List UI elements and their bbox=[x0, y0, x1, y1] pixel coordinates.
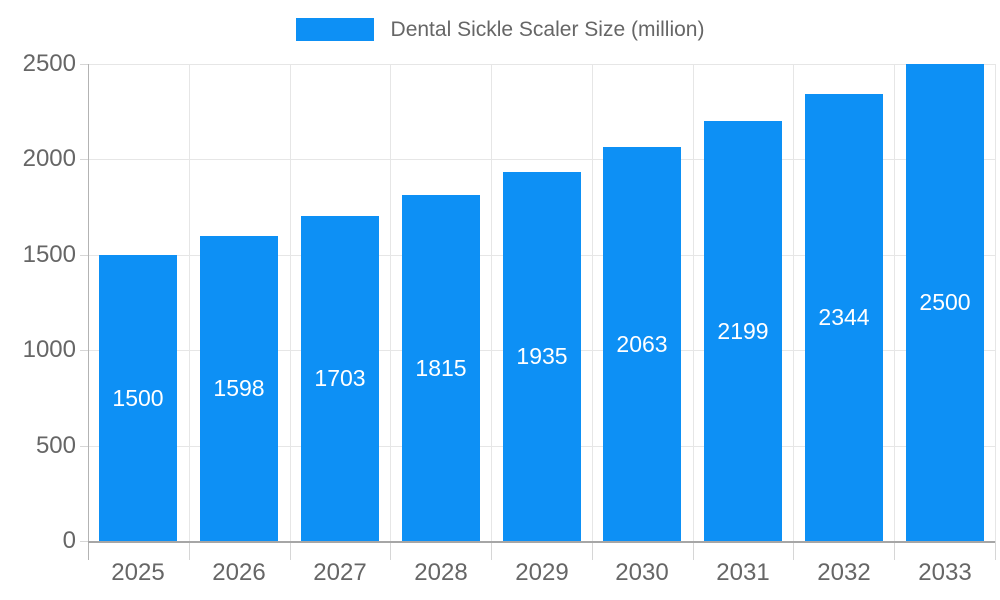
x-axis-label: 2031 bbox=[716, 559, 770, 586]
x-axis-label: 2027 bbox=[313, 559, 367, 586]
bar-value-label: 2199 bbox=[717, 317, 769, 344]
bar-value-label: 2063 bbox=[616, 330, 668, 357]
bar-value-label: 2344 bbox=[818, 304, 870, 330]
y-axis-label: 2500 bbox=[22, 50, 76, 77]
gridline-v bbox=[793, 64, 794, 541]
x-axis-label: 2032 bbox=[817, 559, 871, 586]
x-axis-label: 2028 bbox=[414, 559, 468, 586]
x-axis-label: 2030 bbox=[615, 559, 669, 586]
gridline-v bbox=[491, 64, 492, 541]
x-axis-label: 2025 bbox=[111, 559, 165, 586]
bar[interactable]: 2199 bbox=[704, 121, 782, 541]
gridline-v bbox=[189, 64, 190, 541]
bar[interactable]: 1500 bbox=[99, 255, 177, 541]
y-tick bbox=[80, 255, 88, 256]
legend[interactable]: Dental Sickle Scaler Size (million) bbox=[0, 18, 1000, 41]
bar-value-label: 1815 bbox=[415, 354, 467, 381]
bar-value-label: 2500 bbox=[919, 289, 971, 315]
bar[interactable]: 2500 bbox=[906, 64, 984, 541]
bar-value-label: 1703 bbox=[314, 365, 366, 391]
bar-value-label: 1500 bbox=[112, 384, 164, 411]
y-axis-label: 1000 bbox=[22, 336, 76, 363]
y-axis-line bbox=[88, 64, 89, 560]
x-tick bbox=[290, 541, 291, 560]
y-axis-label: 2000 bbox=[22, 145, 76, 172]
gridline-h bbox=[88, 159, 995, 160]
y-axis-label: 0 bbox=[62, 527, 76, 554]
bar[interactable]: 2063 bbox=[603, 147, 681, 541]
legend-swatch bbox=[295, 18, 374, 41]
gridline-v bbox=[894, 64, 895, 541]
x-axis-line bbox=[88, 541, 995, 543]
y-tick bbox=[80, 159, 88, 160]
bar-value-label: 1598 bbox=[213, 375, 265, 401]
x-tick bbox=[390, 541, 391, 560]
gridline-v bbox=[693, 64, 694, 541]
y-tick bbox=[80, 350, 88, 351]
legend-label: Dental Sickle Scaler Size (million) bbox=[390, 18, 705, 41]
gridline-v bbox=[995, 64, 996, 541]
y-axis-label: 500 bbox=[35, 432, 76, 459]
bar-value-label: 1935 bbox=[516, 343, 568, 369]
gridline-h bbox=[88, 64, 995, 65]
x-axis-label: 2029 bbox=[515, 559, 569, 586]
bar[interactable]: 1598 bbox=[200, 236, 278, 541]
x-tick bbox=[592, 541, 593, 560]
x-tick bbox=[491, 541, 492, 560]
x-tick bbox=[995, 541, 996, 560]
bar[interactable]: 1815 bbox=[402, 195, 480, 541]
y-axis-label: 1500 bbox=[22, 241, 76, 268]
bar[interactable]: 1703 bbox=[301, 216, 379, 541]
gridline-v bbox=[592, 64, 593, 541]
bar[interactable]: 2344 bbox=[805, 94, 883, 541]
x-tick bbox=[793, 541, 794, 560]
gridline-v bbox=[390, 64, 391, 541]
x-axis-label: 2026 bbox=[212, 559, 266, 586]
x-tick bbox=[189, 541, 190, 560]
y-tick bbox=[80, 446, 88, 447]
y-tick bbox=[80, 541, 88, 542]
x-axis-label: 2033 bbox=[918, 559, 972, 586]
y-tick bbox=[80, 64, 88, 65]
bar[interactable]: 1935 bbox=[503, 172, 581, 541]
x-tick bbox=[894, 541, 895, 560]
x-tick bbox=[693, 541, 694, 560]
gridline-v bbox=[290, 64, 291, 541]
